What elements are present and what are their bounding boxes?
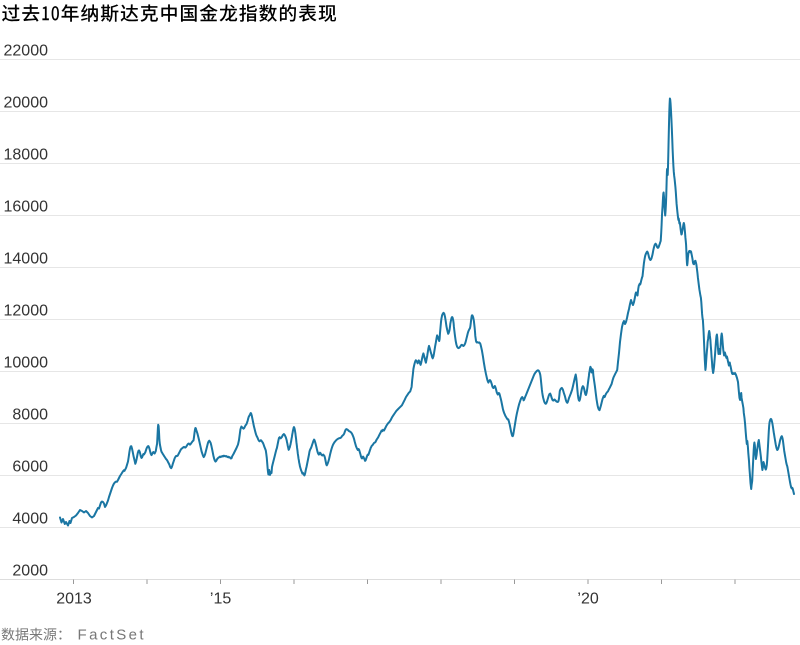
svg-text:16000: 16000 (4, 199, 49, 216)
svg-text:12000: 12000 (4, 303, 49, 320)
svg-text:6000: 6000 (12, 459, 48, 476)
svg-text:4000: 4000 (12, 511, 48, 528)
svg-text:14000: 14000 (4, 251, 49, 268)
svg-text:2000: 2000 (12, 563, 48, 580)
svg-text:’20: ’20 (577, 591, 598, 608)
svg-text:2013: 2013 (56, 591, 92, 608)
svg-text:20000: 20000 (4, 95, 49, 112)
svg-text:’15: ’15 (210, 591, 231, 608)
svg-text:FactSet: FactSet (78, 627, 147, 644)
svg-text:18000: 18000 (4, 147, 49, 164)
svg-text:8000: 8000 (12, 407, 48, 424)
svg-text:22000: 22000 (4, 43, 49, 60)
svg-text:10000: 10000 (4, 355, 49, 372)
